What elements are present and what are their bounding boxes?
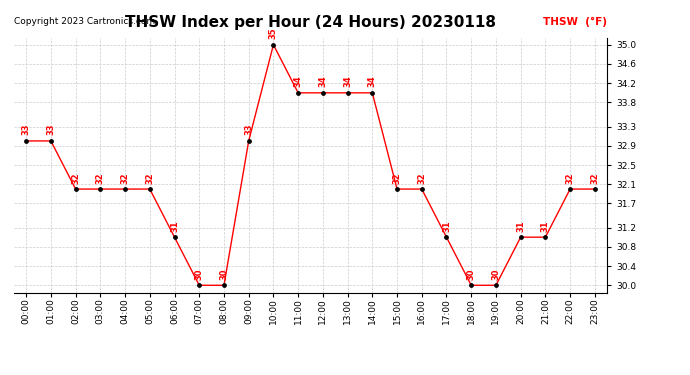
Text: 33: 33 <box>46 124 55 135</box>
Point <box>589 186 600 192</box>
Point <box>70 186 81 192</box>
Point <box>441 234 452 240</box>
Point <box>144 186 155 192</box>
Point <box>564 186 575 192</box>
Point <box>119 186 130 192</box>
Point <box>46 138 57 144</box>
Point <box>21 138 32 144</box>
Text: 32: 32 <box>121 172 130 183</box>
Point <box>515 234 526 240</box>
Text: 32: 32 <box>566 172 575 183</box>
Text: 33: 33 <box>21 124 30 135</box>
Point <box>194 282 205 288</box>
Point <box>342 90 353 96</box>
Text: 34: 34 <box>294 76 303 87</box>
Point <box>491 282 502 288</box>
Text: 31: 31 <box>516 220 525 232</box>
Point <box>169 234 180 240</box>
Point <box>466 282 477 288</box>
Text: THSW  (°F): THSW (°F) <box>543 17 607 27</box>
Text: 30: 30 <box>491 268 500 280</box>
Text: Copyright 2023 Cartronics.com: Copyright 2023 Cartronics.com <box>14 17 155 26</box>
Point <box>268 42 279 48</box>
Text: 32: 32 <box>591 172 600 183</box>
Point <box>317 90 328 96</box>
Point <box>391 186 402 192</box>
Text: 31: 31 <box>442 220 451 232</box>
Text: 32: 32 <box>96 172 105 183</box>
Point <box>293 90 304 96</box>
Text: 33: 33 <box>244 124 253 135</box>
Text: 34: 34 <box>368 76 377 87</box>
Text: 32: 32 <box>417 172 426 183</box>
Point <box>95 186 106 192</box>
Text: 34: 34 <box>318 76 327 87</box>
Point <box>367 90 378 96</box>
Text: 32: 32 <box>393 172 402 183</box>
Text: 32: 32 <box>146 172 155 183</box>
Text: 32: 32 <box>71 172 80 183</box>
Point <box>416 186 427 192</box>
Text: 34: 34 <box>343 76 352 87</box>
Point <box>540 234 551 240</box>
Text: THSW Index per Hour (24 Hours) 20230118: THSW Index per Hour (24 Hours) 20230118 <box>125 15 496 30</box>
Text: 30: 30 <box>219 268 228 280</box>
Text: 30: 30 <box>195 268 204 280</box>
Text: 31: 31 <box>170 220 179 232</box>
Text: 30: 30 <box>466 268 475 280</box>
Point <box>243 138 254 144</box>
Point <box>219 282 230 288</box>
Text: 31: 31 <box>541 220 550 232</box>
Text: 35: 35 <box>269 27 278 39</box>
